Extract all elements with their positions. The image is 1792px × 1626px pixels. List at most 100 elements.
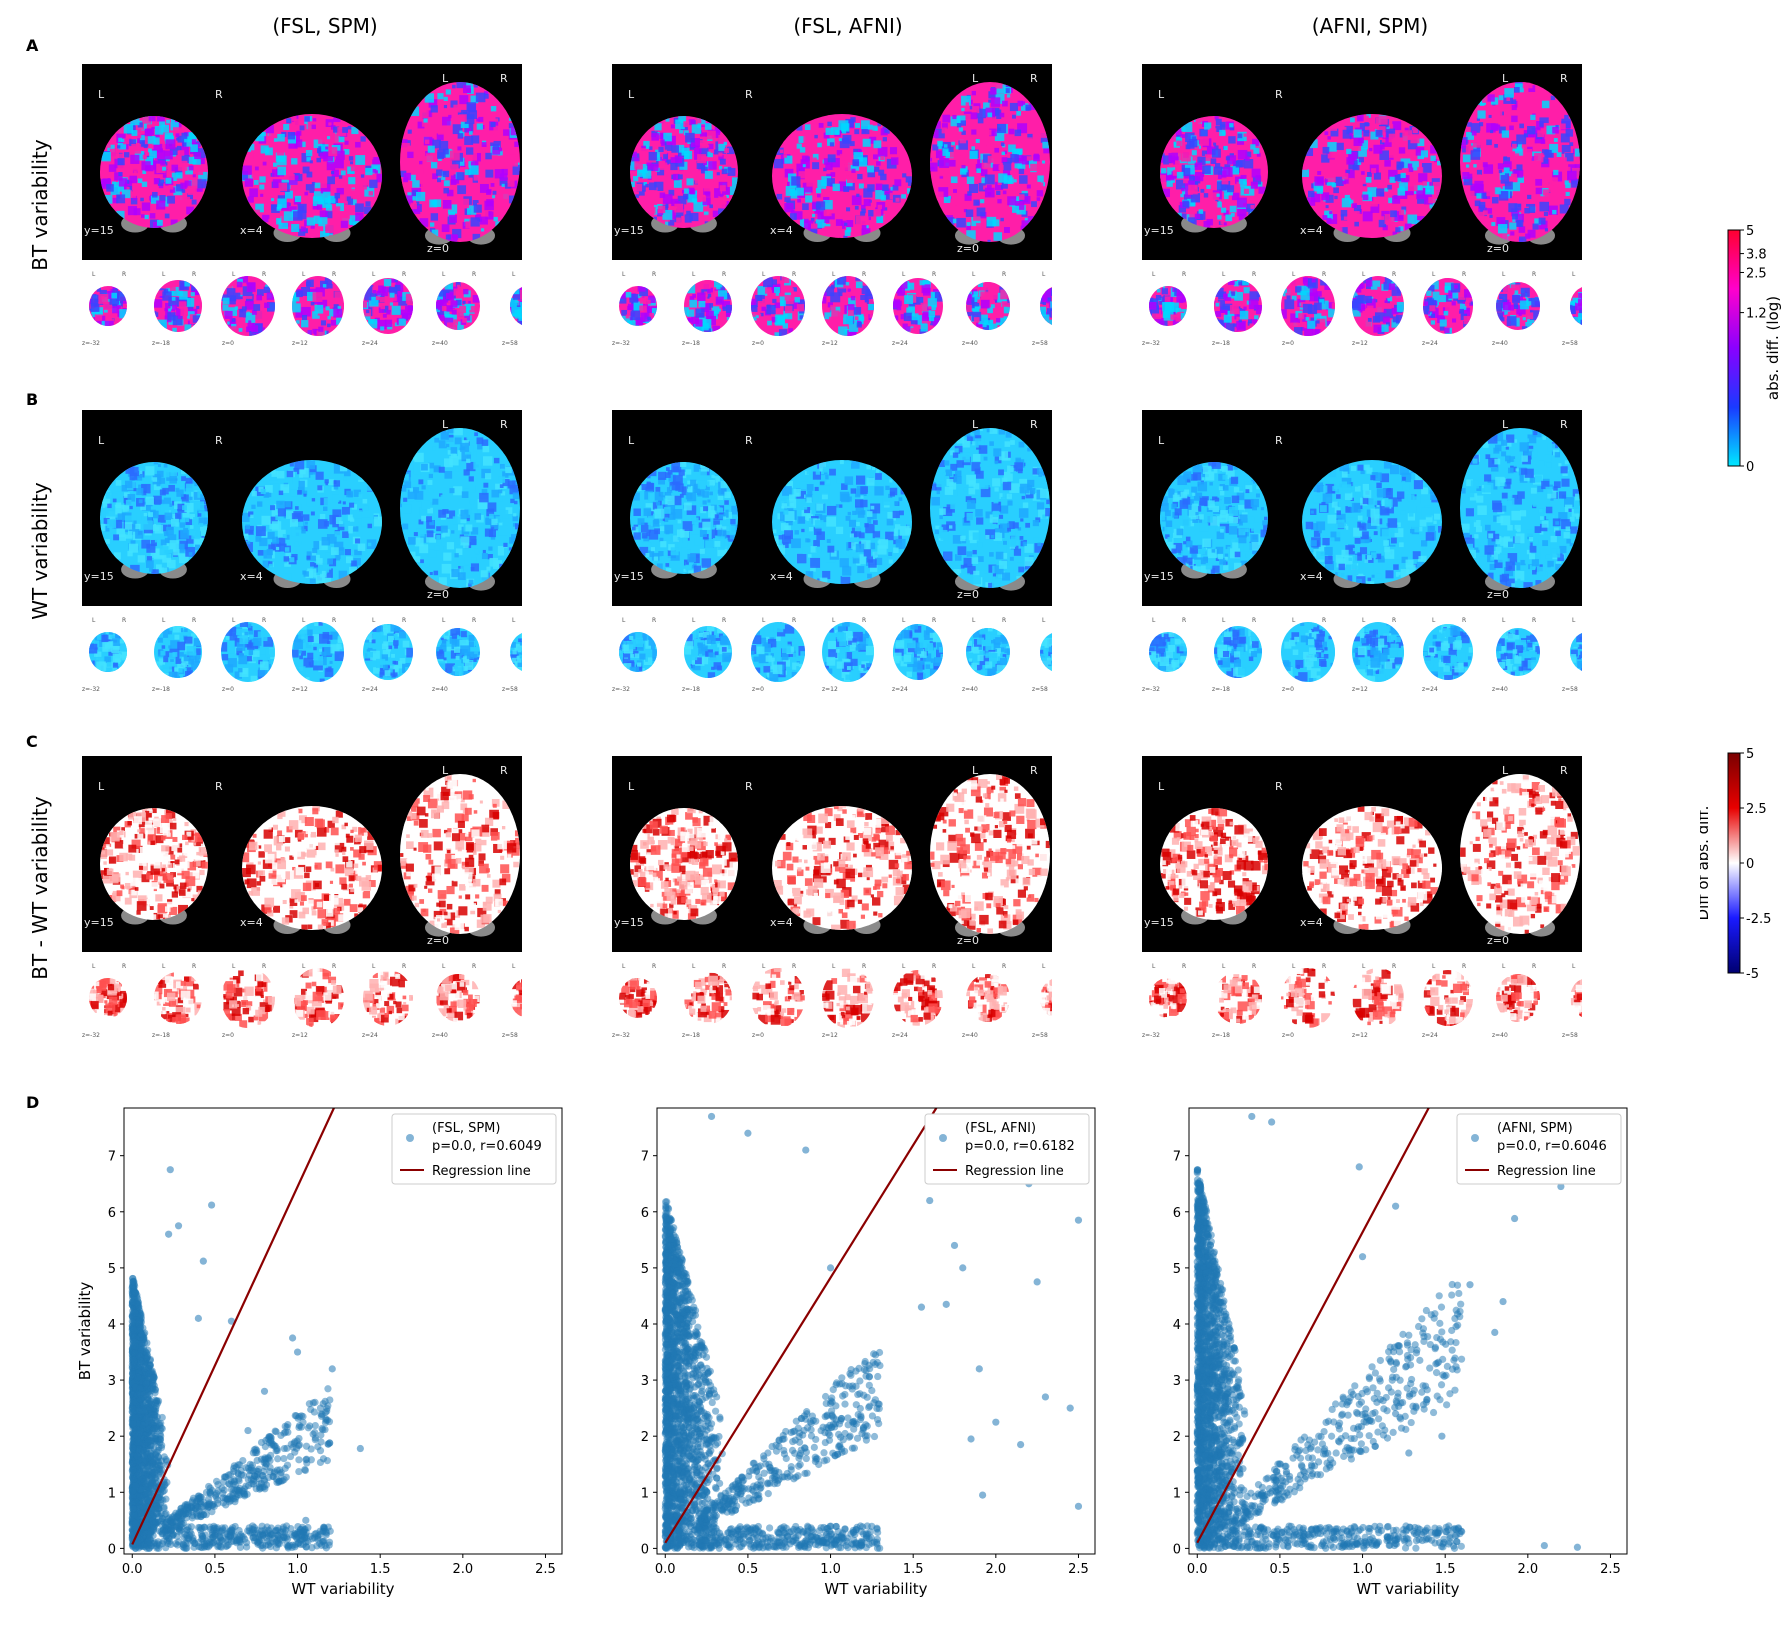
strip-slice-label: z=40 — [962, 686, 978, 693]
x-tick-label: 1.0 — [287, 1562, 308, 1577]
left-marker-label: L — [98, 780, 105, 793]
data-point — [136, 1390, 144, 1398]
data-point — [146, 1391, 154, 1399]
strip-right-label: R — [1182, 271, 1186, 278]
data-point — [667, 1362, 675, 1370]
data-point — [149, 1380, 157, 1388]
row-label-wt: WT variability — [28, 482, 52, 620]
strip-left-label: L — [1042, 617, 1046, 624]
colorbar-abs-diff: 5 3.8 2.5 1.2 0 abs. diff. (log) — [1700, 222, 1792, 482]
data-point — [669, 1277, 677, 1286]
strip-left-label: L — [1502, 963, 1506, 970]
strip-slice-label: z=12 — [1352, 340, 1368, 347]
data-point — [674, 1465, 682, 1474]
strip-left-label: L — [832, 271, 836, 278]
strip-slice-label: z=-18 — [152, 1032, 170, 1039]
data-point — [711, 1407, 720, 1415]
colorbar-tick-label: 3.8 — [1746, 248, 1767, 263]
data-point — [674, 1539, 682, 1547]
strip-right-label: R — [402, 963, 406, 970]
data-point — [227, 1526, 235, 1534]
data-point — [234, 1491, 242, 1499]
data-point — [317, 1541, 326, 1549]
data-point — [323, 1404, 331, 1413]
data-point — [683, 1344, 691, 1352]
right-marker-label: R — [500, 764, 508, 777]
data-point — [194, 1314, 202, 1322]
data-point — [699, 1490, 707, 1498]
data-point — [154, 1446, 162, 1455]
strip-left-label: L — [762, 963, 766, 970]
data-point — [131, 1413, 140, 1421]
data-point — [662, 1272, 671, 1280]
strip-slice-label: z=24 — [892, 340, 908, 347]
strip-slice-label: z=-32 — [1142, 686, 1160, 693]
right-marker-label: R — [1275, 88, 1283, 101]
strip-left-label: L — [1432, 271, 1436, 278]
data-point — [154, 1453, 162, 1462]
legend-series-stats: p=0.0, r=0.6049 — [432, 1139, 542, 1154]
strip-slice-label: z=58 — [1562, 340, 1578, 347]
strip-left-label: L — [442, 271, 446, 278]
sagittal-coordinate-label: x=4 — [1300, 916, 1323, 929]
data-point — [685, 1406, 693, 1414]
axial-coordinate-label: z=0 — [957, 934, 979, 947]
data-point — [683, 1518, 691, 1526]
strip-right-label: R — [932, 271, 936, 278]
data-point — [183, 1544, 191, 1552]
data-point — [151, 1468, 159, 1476]
data-point — [145, 1496, 153, 1504]
strip-slice-label: z=-18 — [1212, 1032, 1230, 1039]
strip-right-label: R — [472, 617, 476, 624]
data-point — [664, 1341, 672, 1349]
strip-slice-label: z=-18 — [1212, 686, 1230, 693]
data-point — [146, 1489, 154, 1497]
data-point — [674, 1250, 682, 1258]
data-point — [678, 1501, 686, 1509]
column-title-3: (AFNI, SPM) — [1311, 14, 1429, 38]
data-point — [143, 1522, 151, 1530]
data-point — [702, 1435, 710, 1443]
strip-right-label: R — [1462, 271, 1466, 278]
left-marker-label: L — [98, 88, 105, 101]
data-point — [150, 1425, 158, 1433]
data-point — [229, 1464, 238, 1473]
strip-right-label: R — [122, 271, 126, 278]
strip-left-label: L — [902, 617, 906, 624]
right-marker-label: R — [745, 88, 753, 101]
data-point — [284, 1542, 293, 1550]
row-label-diff: BT - WT variability — [28, 796, 52, 980]
data-point — [698, 1383, 706, 1391]
data-point — [694, 1323, 702, 1331]
sagittal-coordinate-label: x=4 — [770, 224, 793, 237]
data-point — [706, 1367, 714, 1375]
regression-line — [131, 1108, 335, 1545]
strip-right-label: R — [192, 271, 196, 278]
strip-slice-label: z=40 — [1492, 340, 1508, 347]
data-point — [239, 1471, 247, 1479]
coronal-coordinate-label: y=15 — [84, 224, 114, 237]
strip-left-label: L — [1292, 963, 1296, 970]
data-point — [693, 1415, 702, 1423]
data-point — [236, 1538, 244, 1546]
left-marker-label: L — [1502, 764, 1509, 777]
data-point — [662, 1413, 670, 1421]
x-tick-label: 0.0 — [122, 1562, 143, 1577]
data-point — [130, 1326, 138, 1335]
data-point — [703, 1410, 711, 1419]
data-point — [295, 1413, 303, 1421]
data-point — [663, 1325, 671, 1333]
strip-slice-label: z=40 — [432, 1032, 448, 1039]
strip-left-label: L — [1152, 271, 1156, 278]
strip-right-label: R — [1252, 617, 1256, 624]
data-point — [142, 1479, 150, 1488]
strip-right-label: R — [122, 617, 126, 624]
strip-left-label: L — [902, 271, 906, 278]
data-point — [662, 1394, 670, 1402]
x-tick-label: 0.5 — [205, 1562, 226, 1577]
column-title-1: (FSL, SPM) — [272, 14, 378, 38]
coronal-coordinate-label: y=15 — [1144, 224, 1174, 237]
data-point — [663, 1458, 671, 1467]
data-point — [137, 1509, 145, 1517]
data-point — [319, 1455, 328, 1463]
